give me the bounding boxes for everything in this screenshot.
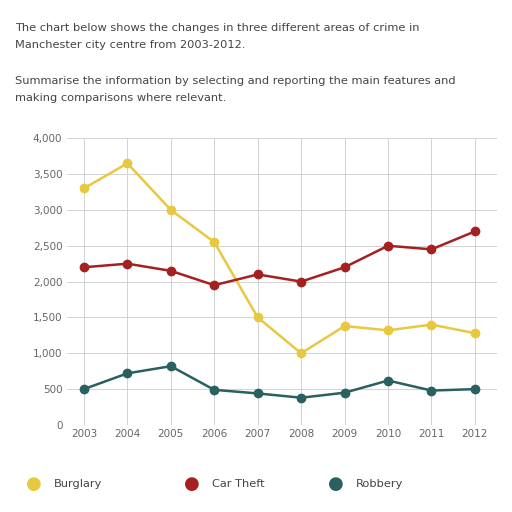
Text: Summarise the information by selecting and reporting the main features and: Summarise the information by selecting a… — [15, 76, 456, 86]
Text: Robbery: Robbery — [356, 479, 403, 489]
Text: The chart below shows the changes in three different areas of crime in: The chart below shows the changes in thr… — [15, 23, 420, 33]
Text: Burglary: Burglary — [54, 479, 102, 489]
Text: ●: ● — [328, 475, 344, 493]
Text: Car Theft: Car Theft — [212, 479, 265, 489]
Text: Manchester city centre from 2003-2012.: Manchester city centre from 2003-2012. — [15, 40, 246, 50]
Text: ●: ● — [26, 475, 41, 493]
Text: ●: ● — [184, 475, 200, 493]
Text: making comparisons where relevant.: making comparisons where relevant. — [15, 93, 227, 103]
